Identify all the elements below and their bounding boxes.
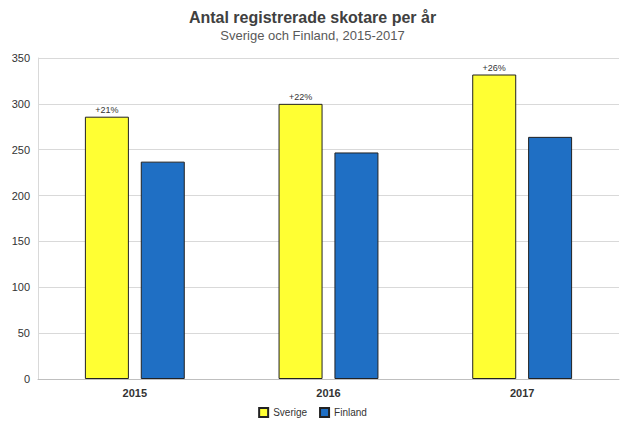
svg-text:2016: 2016	[316, 387, 340, 399]
svg-text:Antal registrerade skotare per: Antal registrerade skotare per år	[189, 9, 436, 26]
svg-text:350: 350	[12, 52, 30, 64]
svg-text:0: 0	[24, 373, 30, 385]
svg-text:250: 250	[12, 144, 30, 156]
svg-text:2015: 2015	[123, 387, 147, 399]
svg-text:+22%: +22%	[289, 92, 312, 102]
svg-text:300: 300	[12, 98, 30, 110]
svg-text:Sverige och Finland, 2015-2017: Sverige och Finland, 2015-2017	[220, 28, 404, 43]
svg-text:200: 200	[12, 190, 30, 202]
svg-text:50: 50	[18, 327, 30, 339]
svg-text:Finland: Finland	[334, 407, 367, 418]
svg-text:Sverige: Sverige	[273, 407, 307, 418]
svg-text:+26%: +26%	[483, 63, 506, 73]
svg-text:2017: 2017	[510, 387, 534, 399]
svg-text:150: 150	[12, 235, 30, 247]
svg-text:100: 100	[12, 281, 30, 293]
svg-text:+21%: +21%	[95, 105, 118, 115]
